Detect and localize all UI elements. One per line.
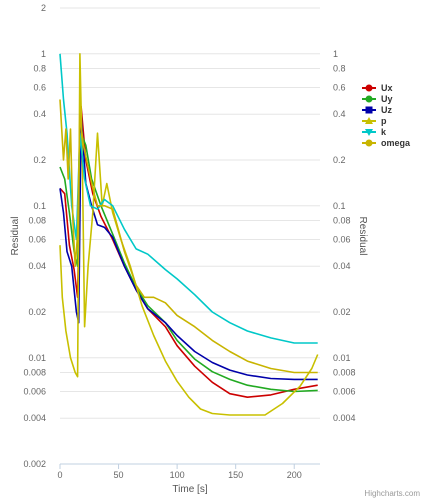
y-axis-title-left: Residual [10,217,21,256]
y-tick-label-left: 0.06 [28,234,46,244]
x-axis-title: Time [s] [172,484,207,495]
series-line-omega [59,99,318,374]
series-line-Uz [59,113,318,381]
x-tick-label: 200 [287,470,302,480]
series-lines [59,53,319,416]
legend-marker-Ux [365,84,373,92]
legend-item-Uy[interactable]: Uy [362,94,393,104]
y-tick-label-left: 0.08 [28,215,46,225]
y-tick-label-right: 0.4 [333,109,346,119]
grid-lines [60,7,320,465]
legend-marker-k [365,129,373,136]
series-line-p [59,53,319,416]
y-tick-label-right: 0.8 [333,63,346,73]
legend-marker-Uy [365,95,373,103]
y-tick-label-right: 0.6 [333,82,346,92]
y-tick-label-right: 0.06 [333,234,351,244]
y-tick-label-left: 0.002 [23,459,46,469]
legend-label-k: k [381,127,387,137]
legend-label-p: p [381,116,387,126]
legend-label-Uy: Uy [381,94,393,104]
legend-marker-Uz [365,106,373,114]
y-tick-label-right: 0.008 [333,367,356,377]
legend-item-Ux[interactable]: Ux [362,83,393,93]
legend-marker-p [365,117,373,124]
y-tick-label-right: 0.2 [333,155,346,165]
credits-link[interactable]: Highcharts.com [364,489,420,498]
y-tick-label-left: 1 [41,49,46,59]
x-tick-label: 0 [57,470,62,480]
legend-item-k[interactable]: k [362,127,387,137]
legend-item-Uz[interactable]: Uz [362,105,392,115]
x-tick-label: 100 [170,470,185,480]
y-tick-label-right: 0.08 [333,215,351,225]
x-tick-label: 50 [114,470,124,480]
y-tick-label-left: 2 [41,3,46,13]
y-tick-label-right: 0.04 [333,261,351,271]
legend-label-Ux: Ux [381,83,393,93]
y-tick-label-right: 0.1 [333,201,346,211]
y-tick-label-left: 0.008 [23,367,46,377]
legend-marker-omega [365,139,373,147]
legend-label-omega: omega [381,138,411,148]
axes: 2 1 1 0.8 0.8 0.6 0.6 0.4 0.4 0.2 0.2 0.1 0.1 0.08 0.0… [23,3,355,480]
y-tick-label-right: 0.006 [333,386,356,396]
y-tick-label-left: 0.2 [33,155,46,165]
y-tick-label-left: 0.4 [33,109,46,119]
y-tick-label-left: 0.1 [33,201,46,211]
y-axis-title-right: Residual [357,217,368,256]
y-tick-label-left: 0.004 [23,413,46,423]
y-tick-label-left: 0.006 [23,386,46,396]
y-tick-label-right: 1 [333,49,338,59]
x-tick-label: 150 [228,470,243,480]
series-line-Uy [59,132,318,393]
legend-label-Uz: Uz [381,105,392,115]
y-tick-label-left: 0.04 [28,261,46,271]
y-tick-label-left: 0.02 [28,307,46,317]
y-tick-label-left: 0.8 [33,63,46,73]
y-tick-label-left: 0.6 [33,82,46,92]
legend-item-p[interactable]: p [362,116,387,126]
y-tick-label-right: 0.004 [333,413,356,423]
y-tick-label-right: 0.02 [333,307,351,317]
series-line-k [59,53,318,344]
y-tick-label-right: 0.01 [333,353,351,363]
legend-item-omega[interactable]: omega [362,138,411,148]
y-tick-label-left: 0.01 [28,353,46,363]
